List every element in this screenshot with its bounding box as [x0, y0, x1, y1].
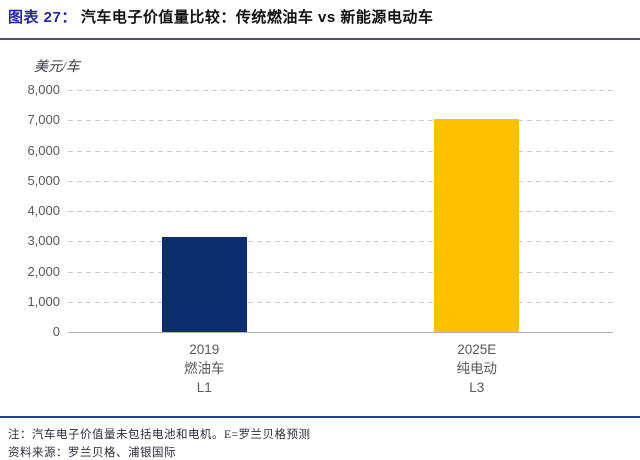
x-category-label-line: 2025E — [457, 342, 497, 357]
y-tick-label: 3,000 — [27, 233, 60, 249]
y-tick-label: 2,000 — [27, 263, 60, 279]
y-tick-label: 6,000 — [27, 142, 60, 158]
x-category-label-line: 2019 — [189, 342, 220, 357]
x-axis-category-labels: 2019 燃油车 L1 2025E 纯电动 L3 — [68, 340, 613, 404]
figure-number-label: 图表 27： — [8, 9, 77, 26]
y-tick-label: 0 — [52, 324, 60, 339]
gridline — [68, 301, 613, 303]
footnote-divider-line — [0, 416, 640, 418]
gridline — [68, 180, 613, 182]
gridline — [68, 90, 613, 91]
gridline — [68, 241, 613, 243]
x-category-label-line: L1 — [196, 380, 212, 395]
y-tick-label: 1,000 — [27, 293, 60, 309]
y-tick-label: 8,000 — [27, 82, 60, 97]
bar-2025E — [434, 118, 520, 332]
gridline — [68, 211, 613, 212]
figure-title-row: 图表 27： 汽车电子价值量比较：传统燃油车 vs 新能源电动车 — [8, 6, 632, 27]
chart-plot-area — [68, 90, 613, 333]
gridline — [68, 271, 613, 273]
x-category-label-line: 纯电动 — [456, 361, 498, 376]
bar-2019 — [161, 236, 247, 332]
gridline — [68, 120, 613, 122]
footnote-source: 资料来源：罗兰贝格、浦银国际 — [8, 447, 176, 459]
x-category-label: 2019 燃油车 L1 — [68, 340, 340, 397]
y-tick-label: 7,000 — [27, 112, 60, 128]
x-category-label: 2025E 纯电动 L3 — [341, 340, 613, 397]
y-tick-label: 4,000 — [27, 203, 60, 218]
x-category-label-line: L3 — [469, 380, 485, 395]
y-tick-label: 5,000 — [27, 172, 60, 188]
figure-title: 汽车电子价值量比较：传统燃油车 vs 新能源电动车 — [80, 9, 434, 26]
x-axis-baseline — [68, 332, 613, 333]
y-axis-unit-label: 美元/车 — [34, 60, 80, 75]
gridline — [68, 150, 613, 152]
x-category-label-line: 燃油车 — [184, 361, 225, 376]
title-divider-line — [0, 38, 640, 40]
footnote-note: 注：汽车电子价值量未包括电池和电机。E=罗兰贝格预测 — [8, 429, 311, 441]
